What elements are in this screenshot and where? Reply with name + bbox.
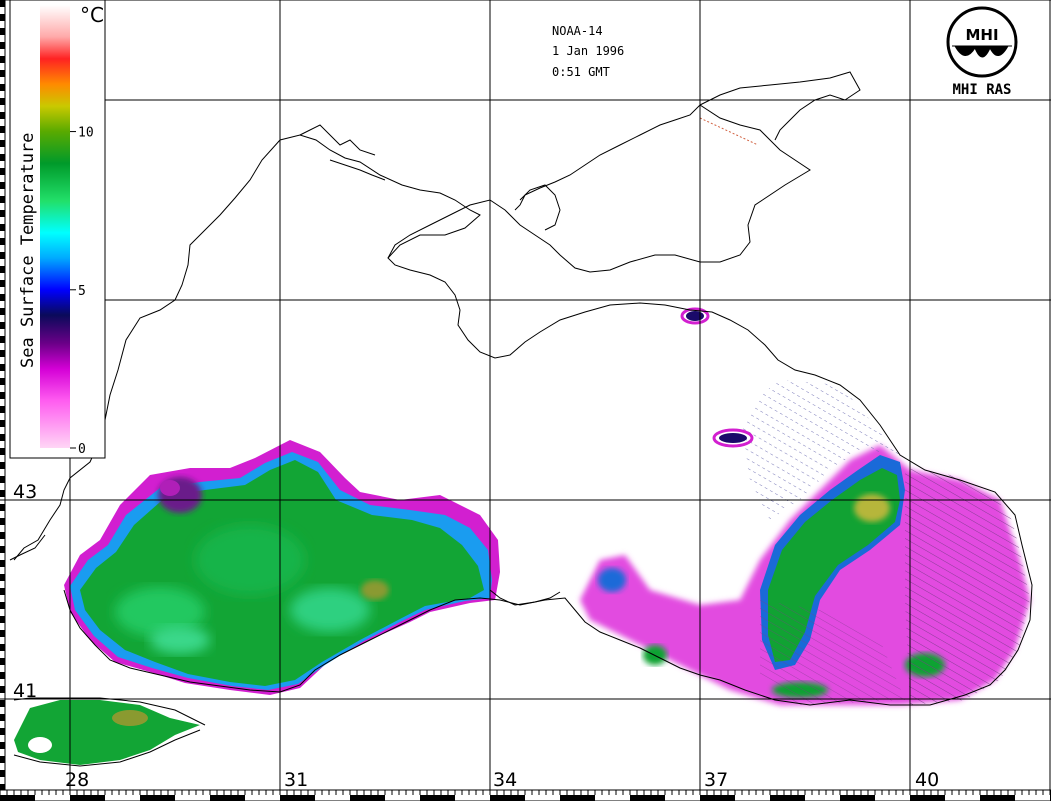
- lon-label-37: 37: [704, 769, 728, 791]
- color-legend: °C Sea Surface Temperature 0 5 10: [9, 0, 106, 459]
- bottom-scale: [0, 789, 1051, 801]
- lon-label-31: 31: [284, 769, 308, 791]
- sst-marmara: [14, 700, 200, 765]
- sst-hatched-east: [905, 468, 1030, 705]
- longitude-labels: 28 31 34 37 40: [65, 769, 939, 791]
- emblem-text: MHI: [965, 26, 998, 44]
- legend-tick-label: 5: [78, 284, 86, 299]
- date-label: 1 Jan 1996: [552, 44, 624, 58]
- waves-icon: [952, 45, 1012, 58]
- satellite-label: NOAA-14: [552, 24, 603, 38]
- emblem-circle: [946, 6, 1018, 78]
- lat-label-41: 41: [13, 680, 37, 702]
- image-header: NOAA-14 1 Jan 1996 0:51 GMT: [552, 24, 624, 79]
- sst-dotted-east: [740, 380, 900, 520]
- kerch-line: [699, 117, 759, 146]
- logo-caption: MHI RAS: [952, 82, 1011, 98]
- mhi-ras-logo: MHI MHI RAS: [946, 6, 1018, 98]
- legend-title: Sea Surface Temperature: [18, 133, 38, 368]
- legend-unit: °C: [80, 3, 104, 27]
- latitude-labels: 43 41: [13, 481, 37, 702]
- legend-tick-label: 10: [78, 126, 94, 141]
- lon-label-28: 28: [65, 769, 89, 791]
- coastline: [9, 71, 1033, 767]
- lon-label-34: 34: [493, 769, 517, 791]
- time-label: 0:51 GMT: [552, 65, 610, 79]
- legend-tick-label: 0: [78, 442, 86, 457]
- legend-ticks: 0 5 10: [70, 126, 94, 457]
- lon-label-40: 40: [915, 769, 939, 791]
- colorbar: [40, 5, 70, 448]
- left-scale: [0, 0, 6, 791]
- sst-field: [14, 307, 1030, 765]
- lat-label-43: 43: [13, 481, 37, 503]
